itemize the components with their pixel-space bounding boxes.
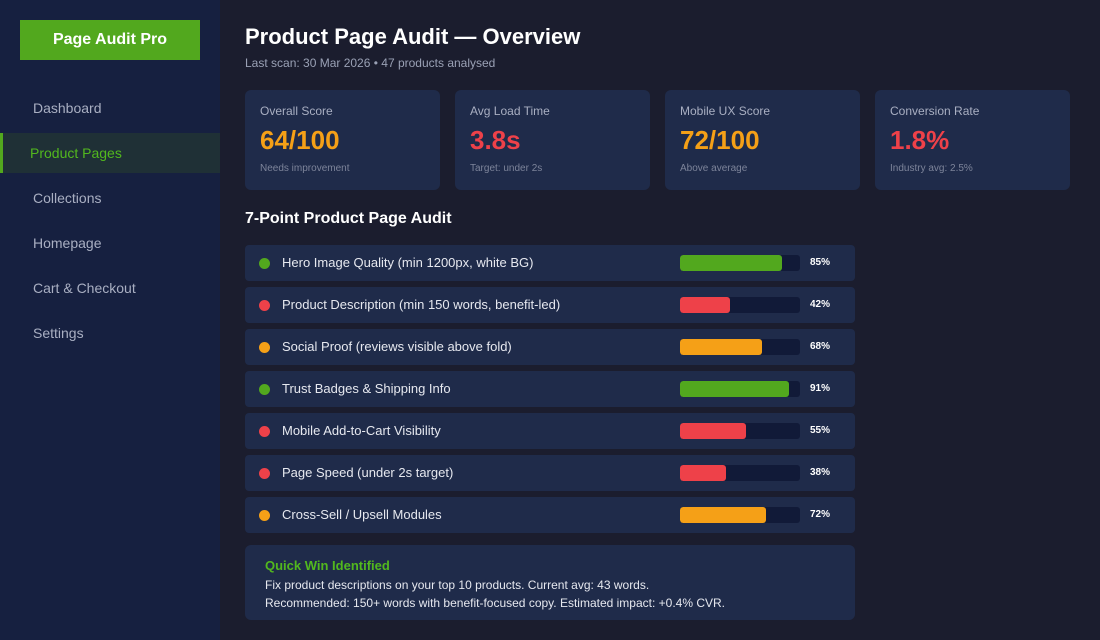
audit-row-label: Cross-Sell / Upsell Modules — [282, 507, 442, 522]
sidebar-item-collections[interactable]: Collections — [33, 190, 102, 206]
kpi-value: 64/100 — [260, 125, 340, 155]
quick-win-text: Fix product descriptions on your top 10 … — [265, 578, 650, 592]
kpi-note: Target: under 2s — [470, 163, 543, 174]
kpi-value: 72/100 — [680, 125, 760, 155]
sidebar-item-cart-checkout[interactable]: Cart & Checkout — [33, 280, 136, 296]
audit-list: Hero Image Quality (min 1200px, white BG… — [245, 245, 855, 539]
status-dot-icon — [259, 384, 270, 395]
audit-row-label: Social Proof (reviews visible above fold… — [282, 339, 512, 354]
audit-row-label: Page Speed (under 2s target) — [282, 465, 454, 480]
progress-bar-fill — [680, 423, 746, 439]
audit-row-percent: 55% — [810, 425, 831, 436]
quick-win-text: Recommended: 150+ words with benefit-foc… — [265, 596, 726, 610]
progress-bar-fill — [680, 381, 790, 397]
audit-row-percent: 91% — [810, 383, 831, 394]
kpi-card-conversion-rate: Conversion Rate 1.8% Industry avg: 2.5% — [875, 90, 1070, 190]
status-dot-icon — [259, 300, 270, 311]
audit-row-percent: 42% — [810, 299, 831, 310]
audit-section-title: 7-Point Product Page Audit — [245, 210, 452, 227]
status-dot-icon — [259, 510, 270, 521]
sidebar-nav: Dashboard Product Pages Collections Home… — [0, 88, 220, 358]
progress-bar — [680, 507, 800, 523]
audit-row[interactable]: Hero Image Quality (min 1200px, white BG… — [245, 245, 855, 281]
kpi-value: 3.8s — [470, 125, 521, 155]
kpi-note: Above average — [680, 163, 748, 174]
audit-row-label: Trust Badges & Shipping Info — [282, 381, 451, 396]
status-dot-icon — [259, 468, 270, 479]
audit-row-label: Product Description (min 150 words, bene… — [282, 297, 561, 312]
progress-bar-fill — [680, 507, 767, 523]
kpi-cards: Overall Score 64/100 Needs improvement A… — [245, 90, 1070, 190]
audit-row[interactable]: Social Proof (reviews visible above fold… — [245, 329, 855, 365]
progress-bar-fill — [680, 297, 731, 313]
page-title: Product Page Audit — Overview — [245, 24, 581, 49]
status-dot-icon — [259, 342, 270, 353]
status-dot-icon — [259, 258, 270, 269]
progress-bar — [680, 381, 800, 397]
kpi-card-avg-load-time: Avg Load Time 3.8s Target: under 2s — [455, 90, 650, 190]
kpi-card-overall-score: Overall Score 64/100 Needs improvement — [245, 90, 440, 190]
audit-row-percent: 72% — [810, 509, 831, 520]
kpi-note: Needs improvement — [260, 163, 350, 174]
audit-row[interactable]: Trust Badges & Shipping Info 91% — [245, 371, 855, 407]
progress-bar — [680, 465, 800, 481]
audit-row[interactable]: Cross-Sell / Upsell Modules 72% — [245, 497, 855, 533]
audit-row[interactable]: Product Description (min 150 words, bene… — [245, 287, 855, 323]
kpi-note: Industry avg: 2.5% — [890, 163, 973, 174]
audit-row-percent: 85% — [810, 257, 831, 268]
main-content: Product Page Audit — Overview Last scan:… — [245, 0, 1075, 640]
audit-row-percent: 68% — [810, 341, 831, 352]
kpi-card-mobile-ux-score: Mobile UX Score 72/100 Above average — [665, 90, 860, 190]
audit-row-label: Mobile Add-to-Cart Visibility — [282, 423, 441, 438]
sidebar-item-product-pages[interactable]: Product Pages — [0, 133, 220, 173]
kpi-label: Mobile UX Score — [680, 104, 771, 118]
progress-bar-fill — [680, 339, 762, 355]
kpi-label: Avg Load Time — [470, 104, 550, 118]
progress-bar — [680, 255, 800, 271]
quick-win-panel: Quick Win Identified Fix product descrip… — [245, 545, 855, 620]
sidebar: Page Audit Pro Dashboard Product Pages C… — [0, 0, 220, 640]
status-dot-icon — [259, 426, 270, 437]
progress-bar — [680, 423, 800, 439]
app-logo-button[interactable]: Page Audit Pro — [20, 20, 200, 60]
kpi-label: Overall Score — [260, 104, 333, 118]
page-subtitle: Last scan: 30 Mar 2026 • 47 products ana… — [245, 56, 496, 70]
audit-row[interactable]: Page Speed (under 2s target) 38% — [245, 455, 855, 491]
kpi-value: 1.8% — [890, 125, 950, 155]
audit-row[interactable]: Mobile Add-to-Cart Visibility 55% — [245, 413, 855, 449]
sidebar-item-dashboard[interactable]: Dashboard — [33, 100, 102, 116]
progress-bar-fill — [680, 255, 782, 271]
audit-row-percent: 38% — [810, 467, 831, 478]
progress-bar — [680, 297, 800, 313]
progress-bar-fill — [680, 465, 726, 481]
audit-row-label: Hero Image Quality (min 1200px, white BG… — [282, 255, 534, 270]
quick-win-title: Quick Win Identified — [265, 558, 390, 573]
sidebar-item-settings[interactable]: Settings — [33, 325, 84, 341]
progress-bar — [680, 339, 800, 355]
kpi-label: Conversion Rate — [890, 104, 980, 118]
sidebar-item-homepage[interactable]: Homepage — [33, 235, 102, 251]
